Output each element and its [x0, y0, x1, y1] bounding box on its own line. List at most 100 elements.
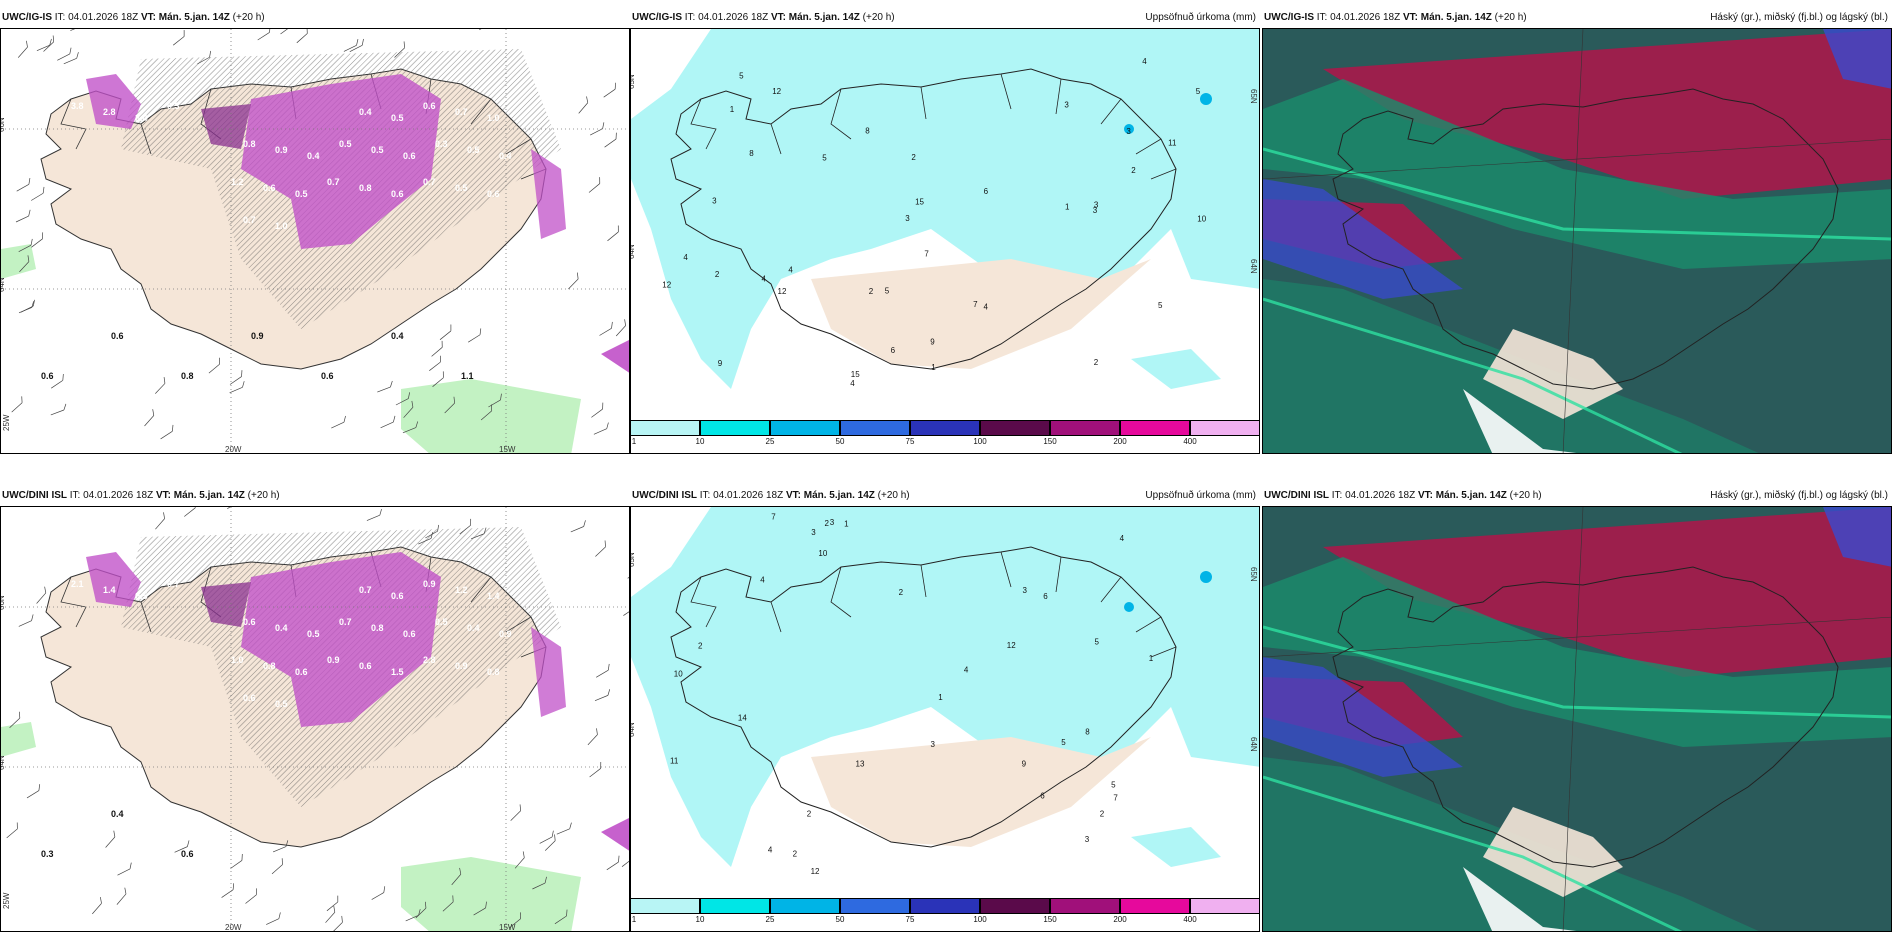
colorbar-swatch — [630, 898, 700, 914]
precip-amount-label: 0.3 — [167, 101, 180, 111]
cloud-edge — [1263, 147, 1891, 241]
wind-barb — [439, 324, 452, 340]
wind-barb — [415, 901, 427, 919]
precip-total-label: 7 — [1113, 794, 1118, 803]
precip-total-label: 4 — [984, 303, 989, 312]
valid-time-label: VT: — [770, 12, 786, 23]
precip-amount-label: 0.6 — [243, 693, 256, 703]
precip-total-label: 3 — [811, 528, 816, 537]
precip-total-label: 6 — [891, 346, 896, 355]
precip-amount-label: 0.5 — [455, 183, 468, 193]
latitude-label: 65N — [1249, 567, 1258, 582]
precip-total-label: 4 — [683, 253, 688, 262]
precip-total-label: 4 — [1120, 534, 1125, 543]
panel-title: UWC/DINI ISL IT: 04.01.2026 18Z VT: Mán.… — [632, 490, 910, 501]
precip-amount-label: 0.7 — [359, 585, 372, 595]
precip-area — [631, 29, 1259, 389]
map-svg: 65N64N65N64N2356497121214131110875432143… — [631, 507, 1259, 897]
init-time: 04.01.2026 18Z — [68, 12, 139, 23]
colorbar-swatch — [770, 898, 840, 914]
wind-barb — [595, 540, 606, 557]
valid-time-label: VT: — [140, 12, 156, 23]
precip-total-label: 1 — [1065, 203, 1070, 212]
precip-total-label: 5 — [1196, 87, 1201, 96]
precip-total-label: 2 — [698, 642, 703, 651]
precip-amount-label: 0.4 — [275, 623, 288, 633]
colorbar-swatch — [1190, 898, 1260, 914]
latitude-label: 64N — [1249, 259, 1258, 274]
wind-barb — [403, 400, 414, 418]
wind-barb — [596, 663, 610, 678]
precip-amount-label: 0.6 — [391, 189, 404, 199]
precip-amount-label: 0.6 — [403, 629, 416, 639]
precip-total-label: 2 — [807, 809, 812, 818]
wind-barb — [208, 357, 221, 374]
clear-land — [1483, 807, 1623, 897]
precip-amount-label: 0.6 — [321, 371, 334, 381]
wind-barb — [116, 887, 127, 905]
precip-amount-label: 0.6 — [111, 331, 124, 341]
model-name: UWC/IG-IS — [632, 12, 682, 23]
precip-total-label: 11 — [1168, 138, 1177, 147]
map-area: 3.8 2.8 3.4 0.3 0.4 0.5 0.6 0.7 1.0 0.8 0.9 0.4 0.5 0… — [0, 28, 630, 454]
wind-barb — [514, 851, 525, 869]
precip-total-label: 5 — [1061, 738, 1066, 747]
precip-total-label: 6 — [1040, 791, 1045, 800]
panel-title: UWC/IG-IS IT: 04.01.2026 18Z VT: Mán. 5.… — [1264, 12, 1527, 23]
snowfall-region — [241, 74, 441, 249]
panel-title: UWC/DINI ISL IT: 04.01.2026 18Z VT: Mán.… — [1264, 490, 1542, 501]
precip-amount-label: 0.9 — [327, 655, 340, 665]
wind-barb — [380, 415, 396, 429]
precip-colorbar: 1 10 25 50 75 100 150 200 400 — [630, 898, 1260, 926]
wind-barb — [257, 29, 271, 41]
latitude-label: 65N — [1249, 89, 1258, 104]
precip-max-area — [1124, 602, 1134, 612]
wind-barb — [332, 915, 343, 931]
cloud-edge — [1263, 775, 1683, 931]
wind-barb — [603, 82, 616, 98]
colorbar-swatch — [910, 898, 980, 914]
panel-header: UWC/DINI ISL IT: 04.01.2026 18Z VT: Mán.… — [1262, 490, 1892, 506]
land-no-precip — [811, 737, 1151, 847]
map-area — [1262, 506, 1892, 932]
map-svg: 3.8 2.8 3.4 0.3 0.4 0.5 0.6 0.7 1.0 0.8 0.9 0.4 0.5 0… — [1, 29, 629, 453]
valid-time: Mán. 5.jan. 14Z — [1435, 490, 1507, 501]
wind-barb — [402, 421, 419, 434]
precip-total-label: 3 — [1093, 206, 1098, 215]
precip-total-label: 2 — [911, 153, 916, 162]
precip-total-label: 9 — [1022, 760, 1027, 769]
precip-total-label: 10 — [818, 549, 827, 558]
wind-barb — [11, 396, 23, 413]
precip-total-label: 10 — [1197, 215, 1206, 224]
precip-total-label: 3 — [1126, 127, 1131, 136]
map-area: 65N 64N 65N 64N 2 3 5 6 4 9 7 12 12 14 13 11 10 8 7 5 4 3 2 1 4 3… — [630, 506, 1260, 932]
wind-barb — [229, 381, 245, 394]
latitude-label: 64N — [1, 277, 6, 292]
precip-total-label: 15 — [915, 198, 924, 207]
precip-amount-label: 0.6 — [359, 661, 372, 671]
wind-barb — [591, 402, 604, 418]
high-cloud-region — [1323, 507, 1891, 677]
wind-barb — [16, 177, 31, 192]
precip-total-label: 4 — [1142, 57, 1147, 66]
clear-land — [1483, 329, 1623, 419]
precip-total-label: 9 — [930, 338, 935, 347]
wind-barb — [593, 422, 609, 435]
wind-barb — [394, 41, 405, 58]
colorbar-swatch — [1050, 420, 1120, 436]
low-cloud-region — [1263, 179, 1463, 299]
precip-max-area — [1200, 93, 1212, 105]
wind-barb — [280, 29, 293, 35]
latitude-label: 64N — [631, 244, 636, 259]
wind-barb — [578, 96, 589, 114]
panel-precip-type-igis: UWC/IG-IS IT: 04.01.2026 18Z VT: Mán. 5.… — [0, 10, 630, 456]
wind-barb — [17, 40, 28, 58]
wind-barb — [366, 508, 382, 521]
wind-barb — [510, 804, 522, 821]
wind-barb — [589, 762, 602, 778]
precip-amount-label: 0.5 — [467, 145, 480, 155]
wind-barb — [31, 232, 44, 248]
precip-total-label: 3 — [1094, 201, 1099, 210]
rain-region — [401, 857, 581, 931]
wind-barb — [6, 822, 18, 839]
